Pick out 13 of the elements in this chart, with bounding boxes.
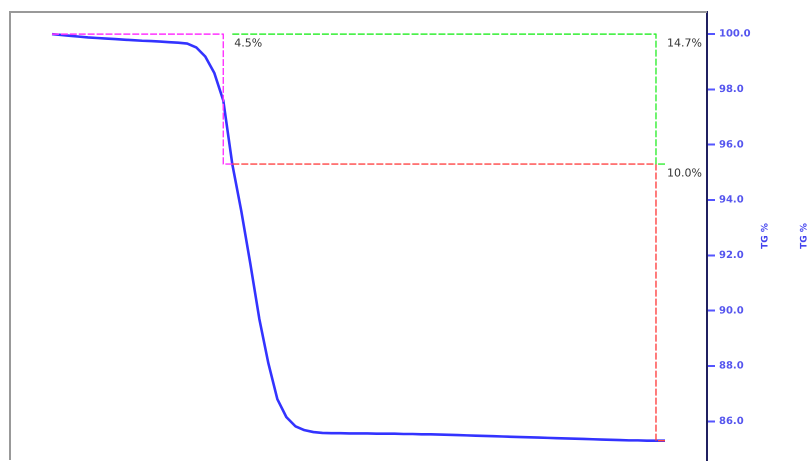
y-tick-label: 92.0 [719, 250, 744, 261]
y-tick-label: 96.0 [719, 139, 744, 150]
annotation: 10.0% [667, 166, 702, 180]
y-tick-label: 86.0 [719, 416, 744, 427]
text: TG % [760, 223, 770, 249]
y-tick-label: 98.0 [719, 84, 744, 96]
y-tick-label: 88.0 [719, 360, 744, 372]
text: TG % [799, 223, 810, 249]
y-tick-label: 94.0 [719, 194, 744, 206]
y-tick-label: 100.0 [719, 28, 751, 40]
annotation: 4.5% [234, 36, 262, 50]
annotation: 14.7% [667, 36, 702, 50]
y-tick-label: 90.0 [719, 305, 744, 316]
